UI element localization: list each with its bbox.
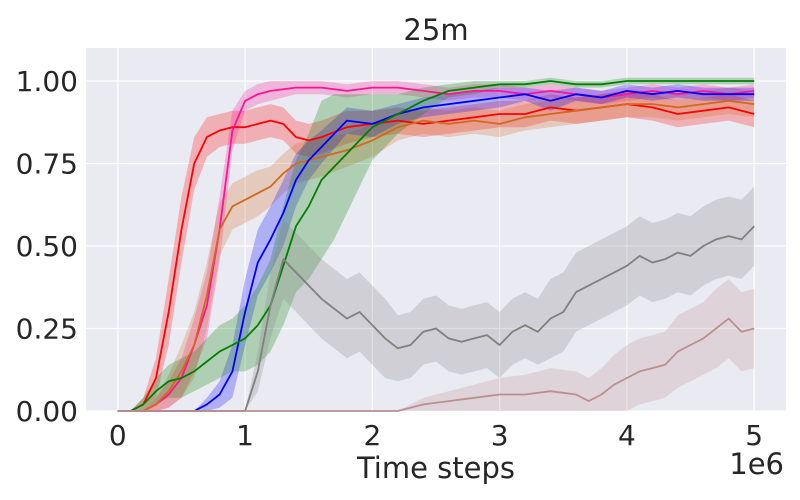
x-tick-label: 1: [236, 419, 254, 452]
series-line-2: [117, 99, 755, 412]
y-tick-label: 0.00: [16, 395, 78, 428]
y-tick-label: 0.50: [16, 230, 78, 263]
y-tick-label: 0.75: [16, 148, 78, 181]
series-band-2: [117, 87, 755, 411]
x-tick-label: 5: [745, 419, 763, 452]
series-line-5: [117, 225, 755, 412]
plot-background: [86, 48, 786, 411]
x-tick-label: 0: [109, 419, 127, 452]
x-axis-offset-text: 1e6: [729, 447, 784, 481]
series-line-1: [117, 86, 755, 412]
x-axis-label: Time steps: [356, 451, 515, 485]
series-line-4: [117, 80, 755, 412]
chart-title: 25m: [403, 13, 468, 47]
x-tick-label: 2: [363, 419, 381, 452]
series-band-4: [117, 77, 755, 411]
tick-labels: 0 1 2 3 4 5 0.00 0.25 0.50 0.75 1.00: [16, 65, 763, 452]
series-band-5: [117, 186, 755, 411]
series-line-3: [117, 90, 755, 412]
series-lines: [117, 80, 755, 412]
series-band-6: [117, 279, 755, 411]
x-tick-label: 4: [618, 419, 636, 452]
x-tick-label: 3: [491, 419, 509, 452]
series-line-6: [117, 317, 755, 412]
y-tick-label: 0.25: [16, 313, 78, 346]
series-band-0: [117, 90, 755, 412]
y-tick-label: 1.00: [16, 65, 78, 98]
